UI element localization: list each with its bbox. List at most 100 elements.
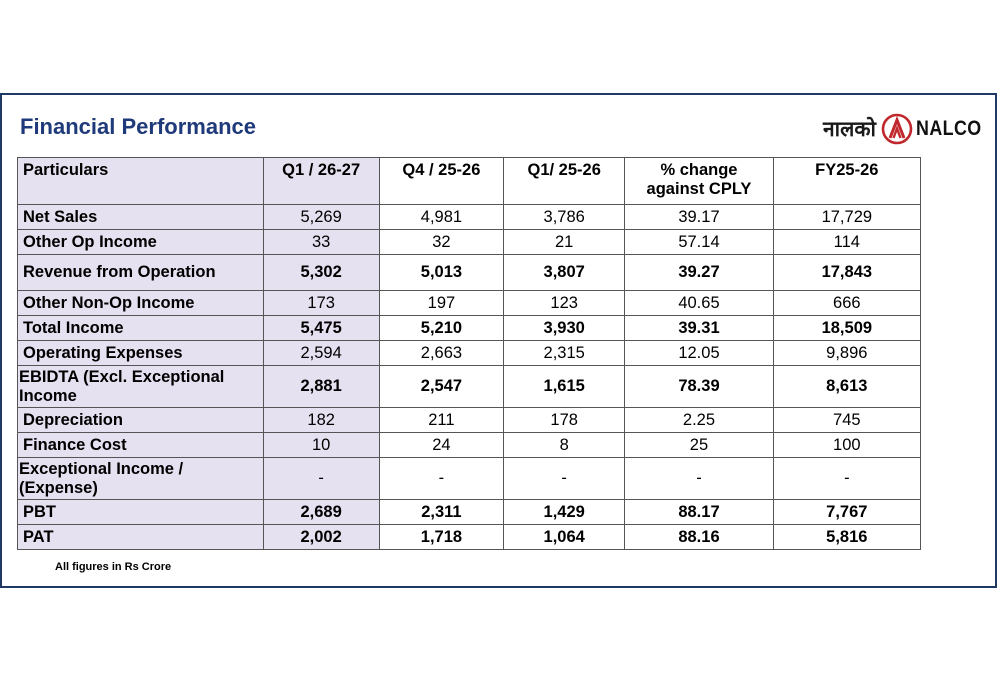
- table-cell: 5,210: [378, 315, 505, 341]
- table-cell: 3,786: [503, 204, 626, 230]
- row-label: Other Op Income: [17, 229, 264, 255]
- row-label: Revenue from Operation: [17, 254, 264, 291]
- table-cell: 5,302: [262, 254, 380, 291]
- table-cell: 32: [378, 229, 505, 255]
- table-cell: 4,981: [378, 204, 505, 230]
- table-row: Revenue from Operation 5,302 5,013 3,807 39.…: [17, 254, 922, 291]
- table-cell: 10: [262, 432, 380, 458]
- table-row: Total Income 5,475 5,210 3,930 39.31 18,509: [17, 315, 922, 341]
- table-cell: 17,729: [772, 204, 922, 230]
- row-label: Finance Cost: [17, 432, 264, 458]
- table-cell: 2,594: [262, 340, 380, 366]
- table-cell: 7,767: [772, 499, 922, 525]
- column-header: Q1/ 25-26: [503, 157, 626, 205]
- row-label: Other Non-Op Income: [17, 290, 264, 316]
- table-row: Operating Expenses 2,594 2,663 2,315 12.05 9,…: [17, 340, 922, 366]
- table-cell: 178: [503, 407, 626, 433]
- nalco-emblem-icon: [881, 113, 913, 145]
- table-cell: 2,315: [503, 340, 626, 366]
- footnote: All figures in Rs Crore: [55, 561, 172, 573]
- table-cell: -: [624, 457, 774, 500]
- table-row: EBIDTA (Excl. Exceptional Income 2,881 2,5…: [17, 365, 922, 408]
- table-cell: 2,663: [378, 340, 505, 366]
- table-cell: 197: [378, 290, 505, 316]
- row-label: PAT: [17, 524, 264, 550]
- table-row: Other Op Income 33 32 21 57.14 114: [17, 229, 922, 255]
- table-cell: 1,429: [503, 499, 626, 525]
- table-cell: -: [262, 457, 380, 500]
- table-cell: 114: [772, 229, 922, 255]
- page-title: Financial Performance: [20, 114, 256, 139]
- table-cell: 2,547: [378, 365, 505, 408]
- table-cell: 39.27: [624, 254, 774, 291]
- table-cell: 1,615: [503, 365, 626, 408]
- row-label: EBIDTA (Excl. Exceptional Income: [17, 365, 264, 408]
- column-header: FY25-26: [772, 157, 922, 205]
- table-cell: 2,311: [378, 499, 505, 525]
- row-label: Exceptional Income / (Expense): [17, 457, 264, 500]
- table-row: Other Non-Op Income 173 197 123 40.65 666: [17, 290, 922, 316]
- table-cell: 666: [772, 290, 922, 316]
- table-cell: 5,269: [262, 204, 380, 230]
- column-header: % change against CPLY: [624, 157, 774, 205]
- logo-text: NALCO: [915, 117, 982, 140]
- table-cell: -: [503, 457, 626, 500]
- column-header-line: % change: [660, 161, 738, 179]
- financial-table: Particulars Q1 / 26-27 Q4 / 25-26 Q1/ 25…: [17, 157, 922, 550]
- row-label: Operating Expenses: [17, 340, 264, 366]
- table-cell: 39.17: [624, 204, 774, 230]
- table-row: PAT 2,002 1,718 1,064 88.16 5,816: [17, 524, 922, 550]
- row-label: PBT: [17, 499, 264, 525]
- table-row: Net Sales 5,269 4,981 3,786 39.17 17,729: [17, 204, 922, 230]
- table-cell: 5,013: [378, 254, 505, 291]
- table-cell: 1,064: [503, 524, 626, 550]
- row-label: Net Sales: [17, 204, 264, 230]
- table-cell: 57.14: [624, 229, 774, 255]
- table-cell: 12.05: [624, 340, 774, 366]
- table-cell: 1,718: [378, 524, 505, 550]
- column-header: Particulars: [17, 157, 264, 205]
- table-cell: 173: [262, 290, 380, 316]
- table-cell: 2,002: [262, 524, 380, 550]
- table-cell: 182: [262, 407, 380, 433]
- table-cell: 9,896: [772, 340, 922, 366]
- column-header: Q1 / 26-27: [262, 157, 380, 205]
- table-cell: 100: [772, 432, 922, 458]
- table-cell: 3,807: [503, 254, 626, 291]
- table-cell: 211: [378, 407, 505, 433]
- table-cell: -: [378, 457, 505, 500]
- row-label: Total Income: [17, 315, 264, 341]
- column-header: Q4 / 25-26: [378, 157, 505, 205]
- table-cell: 18,509: [772, 315, 922, 341]
- logo-hindi-text: नालको: [823, 117, 876, 141]
- table-row: PBT 2,689 2,311 1,429 88.17 7,767: [17, 499, 922, 525]
- table-header-row: Particulars Q1 / 26-27 Q4 / 25-26 Q1/ 25…: [17, 157, 922, 205]
- table-cell: 8,613: [772, 365, 922, 408]
- table-cell: 21: [503, 229, 626, 255]
- table-cell: 17,843: [772, 254, 922, 291]
- table-cell: 39.31: [624, 315, 774, 341]
- table-cell: 2,881: [262, 365, 380, 408]
- table-cell: 88.16: [624, 524, 774, 550]
- table-cell: 78.39: [624, 365, 774, 408]
- table-cell: 24: [378, 432, 505, 458]
- table-cell: 2,689: [262, 499, 380, 525]
- nalco-logo: नालको NALCO: [823, 111, 993, 147]
- table-cell: 3,930: [503, 315, 626, 341]
- table-cell: 5,816: [772, 524, 922, 550]
- table-cell: -: [772, 457, 922, 500]
- table-cell: 40.65: [624, 290, 774, 316]
- table-cell: 745: [772, 407, 922, 433]
- table-cell: 8: [503, 432, 626, 458]
- table-cell: 123: [503, 290, 626, 316]
- table-row: Finance Cost 10 24 8 25 100: [17, 432, 922, 458]
- table-row: Depreciation 182 211 178 2.25 745: [17, 407, 922, 433]
- table-cell: 5,475: [262, 315, 380, 341]
- table-cell: 33: [262, 229, 380, 255]
- row-label: Depreciation: [17, 407, 264, 433]
- table-cell: 2.25: [624, 407, 774, 433]
- column-header-line: against CPLY: [646, 180, 752, 198]
- table-cell: 88.17: [624, 499, 774, 525]
- table-cell: 25: [624, 432, 774, 458]
- table-row: Exceptional Income / (Expense) - - - - -: [17, 457, 922, 500]
